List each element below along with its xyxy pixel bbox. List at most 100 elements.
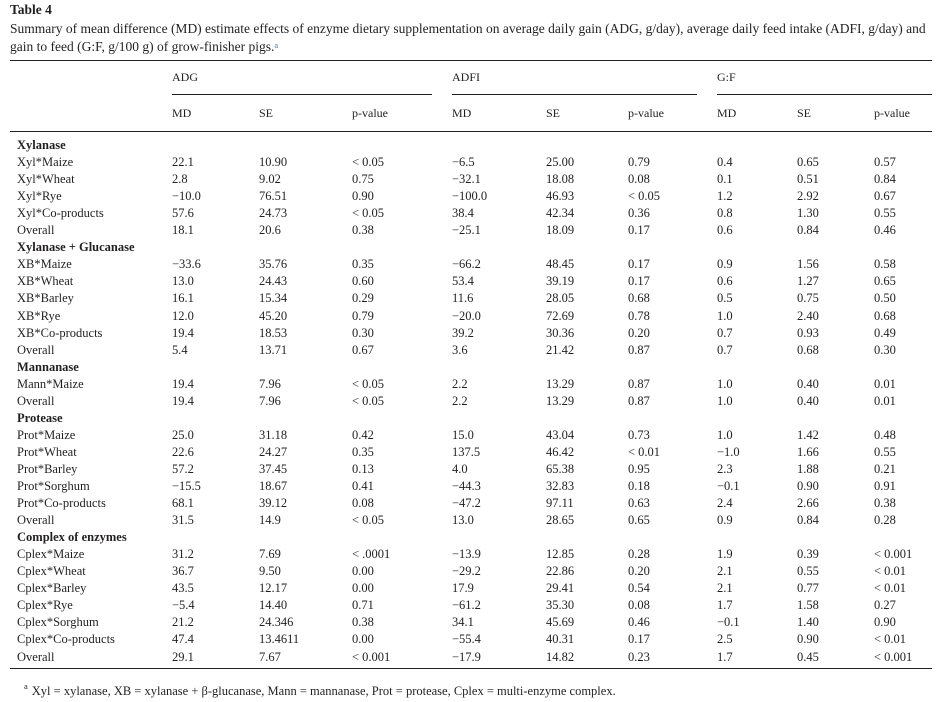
table-cell: −25.1 — [452, 223, 481, 238]
table-cell: 0.58 — [874, 257, 896, 272]
table-cell: 1.2 — [717, 189, 733, 204]
table-cell: 2.1 — [717, 581, 733, 596]
table-cell: < 0.001 — [874, 547, 913, 562]
table-cell: 0.38 — [352, 223, 374, 238]
table-cell: < 0.001 — [352, 649, 391, 664]
table-cell: 57.2 — [172, 461, 194, 476]
table-cell: 35.76 — [259, 257, 288, 272]
table-cell: 0.17 — [628, 257, 650, 272]
table-cell: 0.84 — [797, 513, 819, 528]
table-cell: 0.79 — [352, 308, 374, 323]
table-cell: −100.0 — [452, 189, 488, 204]
table-cell: 0.73 — [628, 427, 650, 442]
table-cell: 13.29 — [546, 376, 575, 391]
table-cell: 0.55 — [797, 564, 819, 579]
table-cell: 46.93 — [546, 189, 575, 204]
column-header: MD — [717, 106, 737, 120]
table-cell: 19.4 — [172, 393, 194, 408]
group-header-gf: G:F — [717, 70, 736, 84]
table-cell: 0.28 — [628, 547, 650, 562]
table-cell: 53.4 — [452, 274, 474, 289]
table-cell: 0.87 — [628, 393, 650, 408]
row-label: Prot*Sorghum — [17, 479, 90, 493]
table-cell: 68.1 — [172, 496, 194, 511]
table-cell: 0.17 — [628, 274, 650, 289]
column-header: p-value — [874, 106, 910, 120]
table-cell: 1.0 — [717, 427, 733, 442]
row-label: Overall — [17, 342, 55, 357]
table-cell: 0.90 — [797, 479, 819, 493]
table-cell: 22.1 — [172, 155, 194, 170]
top-rule — [10, 60, 932, 61]
table-cell: 0.38 — [874, 496, 896, 511]
table-cell: 12.0 — [172, 308, 194, 323]
table-cell: < 0.01 — [874, 632, 907, 647]
table-cell: 29.41 — [546, 581, 575, 596]
row-label: XB*Maize — [17, 257, 72, 272]
row-label: XB*Co-products — [17, 325, 103, 340]
table-cell: 13.71 — [259, 342, 288, 357]
table-cell: < 0.01 — [628, 444, 661, 459]
group-header-adg: ADG — [172, 70, 198, 84]
table-cell: 2.40 — [797, 308, 819, 323]
table-cell: 7.69 — [259, 547, 281, 562]
table-cell: 25.00 — [546, 155, 575, 170]
table-caption: Summary of mean difference (MD) estimate… — [10, 20, 932, 56]
table-cell: 14.9 — [259, 513, 281, 528]
table-cell: 0.00 — [352, 632, 374, 647]
table-cell: 0.39 — [797, 547, 819, 562]
table-cell: 7.96 — [259, 393, 281, 408]
table-cell: 20.6 — [259, 223, 281, 238]
table-cell: −5.4 — [172, 598, 195, 613]
table-cell: 24.43 — [259, 274, 288, 289]
table-cell: 47.4 — [172, 632, 194, 647]
table-cell: < 0.01 — [874, 564, 907, 579]
table-cell: 1.56 — [797, 257, 819, 272]
table-cell: 0.28 — [874, 513, 896, 528]
caption-footnote-marker: a — [274, 40, 279, 50]
table-cell: 37.45 — [259, 461, 288, 476]
table-cell: 0.08 — [352, 496, 374, 511]
table-cell: 2.4 — [717, 496, 733, 511]
table-cell: 43.04 — [546, 427, 575, 442]
table-cell: 1.27 — [797, 274, 819, 289]
section-heading: Xylanase — [17, 138, 66, 152]
table-cell: 16.1 — [172, 291, 194, 306]
table-cell: 0.40 — [797, 376, 819, 391]
row-label: Cplex*Wheat — [17, 564, 86, 579]
row-label: Cplex*Sorghum — [17, 615, 99, 630]
row-label: Prot*Wheat — [17, 444, 77, 459]
table-cell: 0.95 — [628, 461, 650, 476]
table-cell: 13.0 — [452, 513, 474, 528]
group-header-adfi: ADFI — [452, 70, 481, 84]
table-cell: 1.0 — [717, 308, 733, 323]
table-cell: 13.4611 — [259, 632, 300, 647]
row-label: Overall — [17, 223, 55, 238]
table-cell: 28.65 — [546, 513, 575, 528]
bottom-rule — [10, 668, 932, 669]
table-cell: 0.55 — [874, 206, 896, 221]
table-cell: 0.23 — [628, 649, 650, 664]
table-cell: 45.69 — [546, 615, 575, 630]
table-cell: 1.7 — [717, 649, 733, 664]
table-cell: 0.8 — [717, 206, 733, 221]
table-cell: 0.75 — [797, 291, 819, 306]
column-header: MD — [452, 106, 472, 120]
table-cell: 0.42 — [352, 427, 374, 442]
table-cell: 38.4 — [452, 206, 474, 221]
table-cell: 72.69 — [546, 308, 575, 323]
row-label: Overall — [17, 649, 55, 664]
table-cell: 0.46 — [874, 223, 896, 238]
table-cell: 2.5 — [717, 632, 733, 647]
row-label: Overall — [17, 513, 55, 528]
table-cell: 13.0 — [172, 274, 194, 289]
table-cell: 2.3 — [717, 461, 733, 476]
table-cell: 2.2 — [452, 393, 468, 408]
table-cell: 0.67 — [352, 342, 374, 357]
table-cell: 0.4 — [717, 155, 733, 170]
column-header: MD — [172, 106, 192, 120]
table-cell: 0.63 — [628, 496, 650, 511]
table-cell: 1.0 — [717, 393, 733, 408]
table-cell: 1.9 — [717, 547, 733, 562]
